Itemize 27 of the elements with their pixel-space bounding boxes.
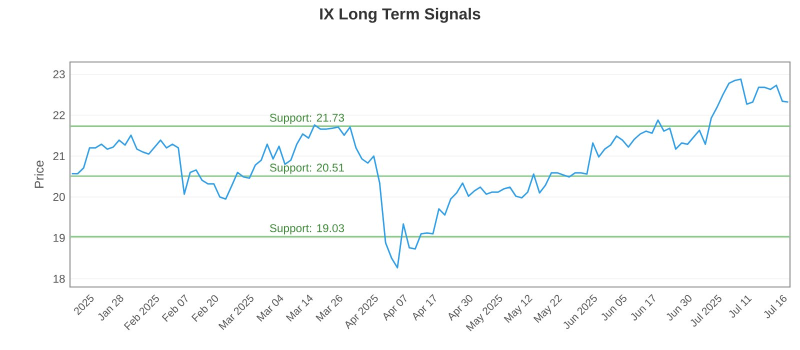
x-tick-label: Feb 20 — [191, 295, 218, 322]
x-tick-label: May 22 — [533, 294, 562, 323]
x-tick-label: Jul 11 — [729, 296, 752, 318]
y-tick-label: 23 — [53, 70, 65, 78]
x-tick-label: Jun 17 — [630, 294, 656, 320]
y-tick-label: 19 — [54, 234, 65, 242]
x-tick-label: Mar 26 — [316, 294, 342, 322]
x-tick-label: Apr 30 — [448, 295, 472, 322]
x-tick-label: Jan 28 — [98, 294, 124, 321]
ref-line-label: Support: 20.51 — [270, 164, 344, 174]
y-axis-title: Price — [34, 160, 44, 188]
x-tick-label: Feb 07 — [162, 294, 188, 322]
x-tick-label: Apr 17 — [412, 294, 436, 321]
ref-line-label: Support: 19.03 — [270, 224, 344, 234]
x-tick-label: Jul 16 — [764, 295, 787, 318]
y-tick-label: 21 — [53, 152, 65, 160]
x-tick-label: Apr 07 — [383, 294, 406, 322]
y-tick-label: 22 — [53, 111, 65, 120]
chart-title: IX Long Term Signals — [320, 8, 480, 23]
y-tick-label: 20 — [53, 193, 65, 201]
x-tick-label: May 12 — [504, 294, 533, 323]
ref-line-label: Support: 21.73 — [270, 114, 344, 124]
y-tick-label: 18 — [54, 274, 65, 283]
x-tick-label: Jun 30 — [666, 295, 692, 321]
x-tick-label: Jun 05 — [601, 294, 626, 321]
x-tick-label: Mar 14 — [286, 294, 313, 322]
x-tick-label: Mar 04 — [256, 294, 284, 322]
